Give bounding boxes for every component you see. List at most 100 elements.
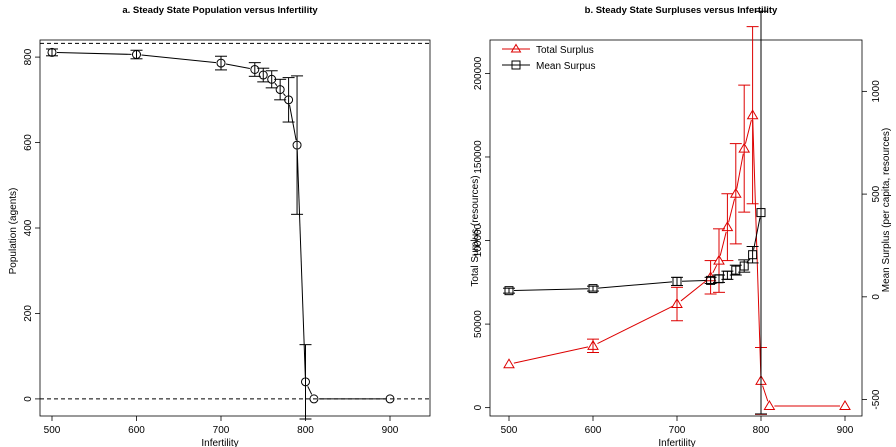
panel-b-x-axis-label: Infertility [658, 438, 695, 447]
panel-b-y-tick-label: 50000 [473, 310, 484, 338]
mean-surplus-series-point [672, 276, 682, 286]
panel-a-series [46, 47, 395, 420]
mean-surplus-series-point [739, 261, 749, 271]
total-surplus-series-point [503, 358, 515, 369]
panel-b-y-tick-label: 200000 [473, 56, 484, 90]
population-series-point [301, 377, 310, 387]
mean-surplus-series-point [722, 270, 732, 280]
panel-a-plot-box [39, 39, 431, 417]
mean-surplus-series-point [748, 250, 758, 260]
total-surplus-series-point [587, 339, 599, 350]
panel-a-x-tick-label: 600 [128, 425, 145, 436]
panel-a-y-tick-label: 0 [23, 396, 34, 402]
panel-b-y-tick-label: 0 [473, 404, 484, 410]
population-series-point [216, 58, 226, 68]
mean-surplus-series-point [756, 208, 766, 218]
panel-a-x-tick-label: 900 [382, 425, 399, 436]
population-series-point [250, 64, 260, 74]
panel-b-y-tick-label: 100000 [473, 223, 484, 257]
panel-b-legend: Total Surplus Mean Surpus [502, 43, 595, 72]
population-series-point [385, 394, 395, 404]
panel-a-x-tick-label: 800 [297, 425, 314, 436]
panel-b-y-tick-label: 150000 [473, 140, 484, 174]
panel-a-y-ticks: 0 200 400 600 800 [23, 48, 40, 402]
total-surplus-series-segment [712, 264, 718, 274]
legend-total-surplus-marker [510, 43, 522, 53]
panel-b-x-ticks: 500 600 700 800 900 [501, 416, 854, 436]
population-series-segment [274, 82, 278, 87]
total-surplus-series-segment [597, 305, 673, 345]
panel-b-plot-box [489, 39, 863, 417]
legend-mean-surplus-marker [511, 60, 521, 70]
population-series-point [132, 50, 141, 60]
panel-a-y-tick-label: 200 [23, 305, 34, 322]
panel-b-right-y-tick-label: 0 [871, 294, 882, 300]
population-series-point [292, 140, 302, 150]
panel-b-x-tick-label: 900 [837, 425, 854, 436]
legend-total-surplus-label: Total Surplus [536, 45, 594, 56]
total-surplus-series-segment [680, 280, 707, 302]
panel-a-y-tick-label: 400 [23, 219, 34, 236]
mean-surplus-series-segment [681, 280, 706, 282]
total-surplus-series-point [746, 109, 759, 120]
panel-b-right-y-ticks: -500 0 500 1000 [862, 80, 882, 410]
population-series-segment [296, 150, 306, 377]
panel-b-x-tick-label: 700 [669, 425, 686, 436]
panel-b-right-y-tick-label: -500 [871, 389, 882, 409]
panel-b-right-y-axis-label: Mean Surplus (per capita, resources) [881, 128, 892, 293]
panel-a-y-axis-label: Population (agents) [8, 188, 19, 275]
population-series-point [267, 74, 277, 84]
total-surplus-series-segment [719, 231, 727, 256]
mean-surplus-series-point [504, 286, 514, 296]
panel-b-title: b. Steady State Surpluses versus Inferti… [585, 5, 778, 16]
total-surplus-series-point [671, 298, 683, 309]
total-surplus-series-segment [762, 385, 769, 402]
total-surplus-series-point [713, 254, 725, 265]
total-surplus-series-segment [728, 198, 736, 223]
panel-b-x-tick-label: 500 [501, 425, 518, 436]
panel-a: a. Steady State Population versus Infert… [8, 5, 431, 447]
total-surplus-series-point [721, 221, 734, 232]
mean-surplus-series-segment [597, 281, 673, 289]
mean-surplus-series-segment [746, 258, 751, 263]
total-surplus-series-point [839, 399, 851, 410]
population-series-point [47, 47, 57, 57]
panel-b-y-axis-label: Total Surplus (resources) [470, 175, 481, 286]
population-series-point [275, 85, 285, 95]
total-surplus-series-point [763, 399, 776, 410]
panel-a-x-tick-label: 700 [213, 425, 230, 436]
panel-a-y-tick-label: 600 [23, 134, 34, 151]
total-surplus-series-segment [744, 119, 752, 144]
legend-mean-surplus-label: Mean Surpus [536, 61, 595, 72]
population-series-segment [225, 63, 250, 70]
population-series-point [258, 70, 268, 80]
total-surplus-series-point [738, 142, 751, 153]
population-series-segment [141, 54, 217, 64]
mean-surplus-series-point [588, 284, 598, 294]
mean-surplus-series-segment [513, 288, 589, 292]
panel-a-y-tick-label: 800 [23, 48, 34, 65]
panel-b-right-y-tick-label: 1000 [871, 80, 882, 103]
panel-b-x-tick-label: 800 [753, 425, 770, 436]
panel-b-y-ticks: 0 50000 100000 150000 200000 [473, 56, 490, 410]
panel-a-reference-lines [40, 42, 430, 400]
panel-a-title: a. Steady State Population versus Infert… [122, 5, 318, 16]
mean-surplus-series-segment [753, 217, 761, 250]
population-series-segment [307, 386, 313, 395]
panel-b-x-tick-label: 600 [585, 425, 602, 436]
panel-a-x-ticks: 500 600 700 800 900 [44, 416, 399, 436]
population-series-point [284, 95, 294, 105]
panel-b-series [503, 10, 851, 415]
total-surplus-series-point [729, 187, 742, 198]
population-series-segment [282, 93, 286, 97]
panel-a-x-axis-label: Infertility [201, 438, 238, 447]
total-surplus-series-segment [513, 346, 589, 364]
panel-b: b. Steady State Surpluses versus Inferti… [470, 5, 892, 447]
panel-a-x-tick-label: 500 [44, 425, 61, 436]
total-surplus-series-segment [736, 153, 744, 189]
total-surplus-series-segment [752, 120, 762, 376]
population-series-point [309, 394, 319, 404]
panel-b-right-y-tick-label: 500 [871, 185, 882, 202]
population-series-segment [56, 52, 132, 55]
